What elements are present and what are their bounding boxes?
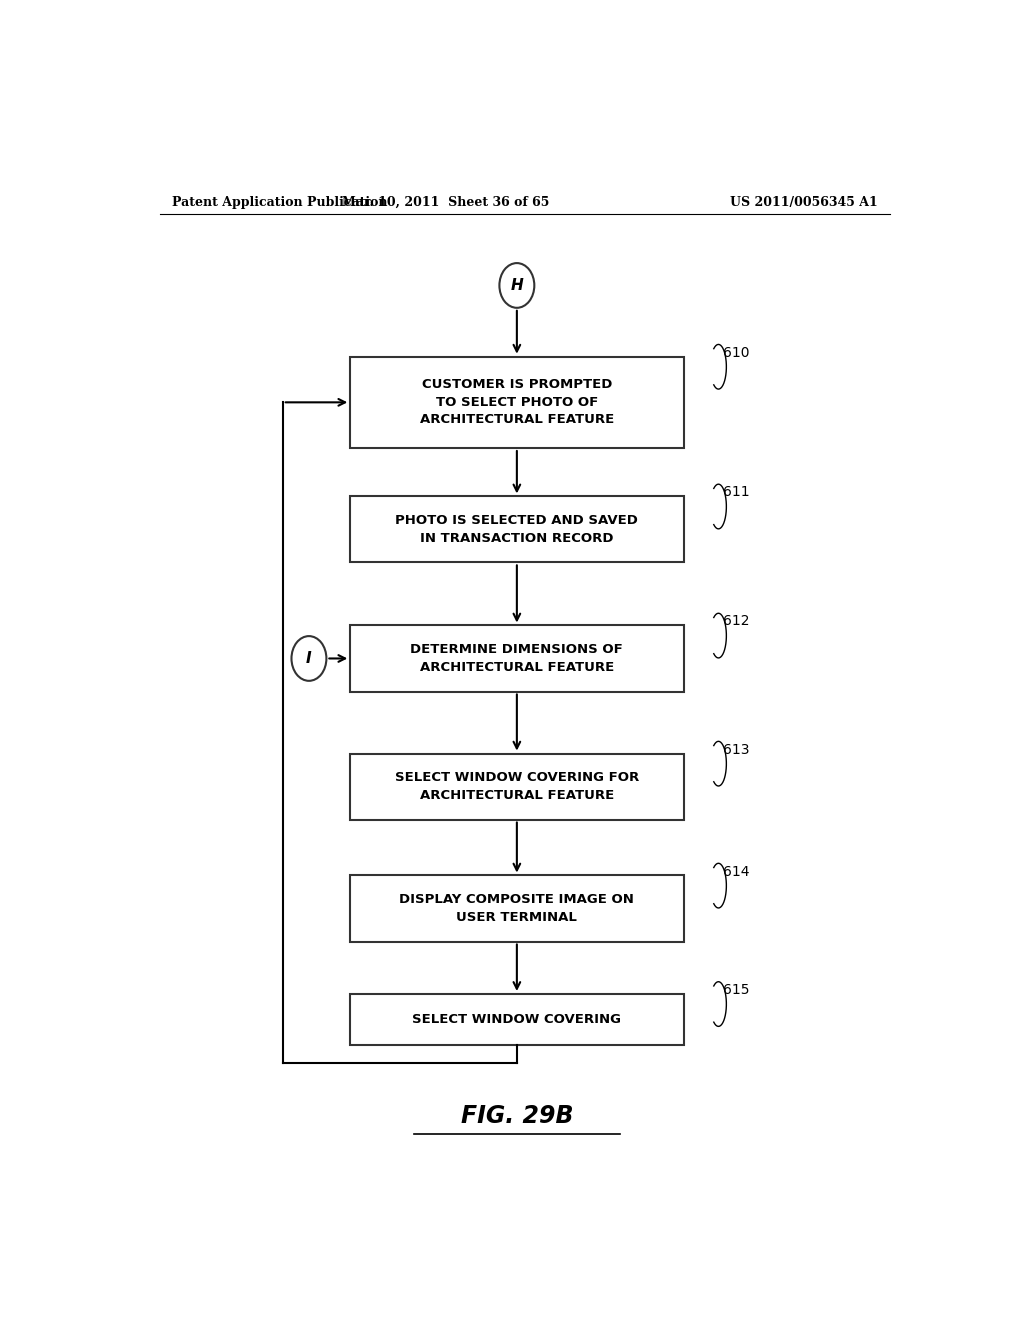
Text: 614: 614 xyxy=(723,865,750,879)
FancyBboxPatch shape xyxy=(350,994,684,1044)
Text: 611: 611 xyxy=(723,486,750,499)
Text: DETERMINE DIMENSIONS OF
ARCHITECTURAL FEATURE: DETERMINE DIMENSIONS OF ARCHITECTURAL FE… xyxy=(411,643,624,673)
FancyBboxPatch shape xyxy=(350,356,684,447)
Text: 613: 613 xyxy=(723,743,750,756)
Text: DISPLAY COMPOSITE IMAGE ON
USER TERMINAL: DISPLAY COMPOSITE IMAGE ON USER TERMINAL xyxy=(399,894,634,924)
Text: 610: 610 xyxy=(723,346,750,359)
Text: SELECT WINDOW COVERING: SELECT WINDOW COVERING xyxy=(413,1012,622,1026)
Text: H: H xyxy=(511,279,523,293)
FancyBboxPatch shape xyxy=(350,626,684,692)
FancyBboxPatch shape xyxy=(350,875,684,941)
FancyBboxPatch shape xyxy=(350,496,684,562)
Text: PHOTO IS SELECTED AND SAVED
IN TRANSACTION RECORD: PHOTO IS SELECTED AND SAVED IN TRANSACTI… xyxy=(395,513,638,545)
Text: US 2011/0056345 A1: US 2011/0056345 A1 xyxy=(730,195,878,209)
Text: Patent Application Publication: Patent Application Publication xyxy=(172,195,387,209)
Text: 615: 615 xyxy=(723,983,750,997)
Circle shape xyxy=(500,263,535,308)
Text: FIG. 29B: FIG. 29B xyxy=(461,1104,573,1127)
Text: SELECT WINDOW COVERING FOR
ARCHITECTURAL FEATURE: SELECT WINDOW COVERING FOR ARCHITECTURAL… xyxy=(394,771,639,801)
Text: 612: 612 xyxy=(723,615,750,628)
Text: I: I xyxy=(306,651,311,667)
Text: CUSTOMER IS PROMPTED
TO SELECT PHOTO OF
ARCHITECTURAL FEATURE: CUSTOMER IS PROMPTED TO SELECT PHOTO OF … xyxy=(420,379,614,426)
Circle shape xyxy=(292,636,327,681)
FancyBboxPatch shape xyxy=(350,754,684,820)
Text: Mar. 10, 2011  Sheet 36 of 65: Mar. 10, 2011 Sheet 36 of 65 xyxy=(342,195,549,209)
